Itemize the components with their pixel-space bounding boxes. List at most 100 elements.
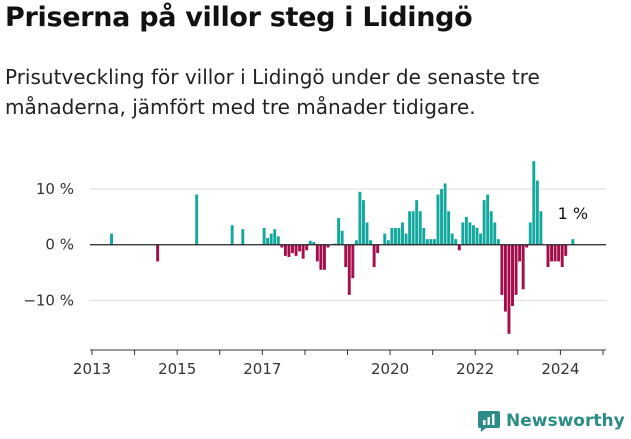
chart-title: Priserna på villor steg i Lidingö xyxy=(5,2,473,33)
bar xyxy=(386,240,390,245)
bar xyxy=(376,244,380,254)
bar xyxy=(411,211,415,245)
bar xyxy=(266,238,270,245)
bar xyxy=(553,244,557,262)
bar xyxy=(535,180,539,245)
bar xyxy=(230,225,234,245)
bar xyxy=(525,244,529,248)
bar xyxy=(269,233,273,245)
bar xyxy=(383,233,387,245)
bar xyxy=(408,211,412,245)
grid-lines xyxy=(90,188,606,301)
bar xyxy=(571,239,575,245)
bar xyxy=(312,241,316,245)
bar xyxy=(447,211,451,245)
bar xyxy=(457,244,461,251)
y-tick-label: 0 % xyxy=(45,236,74,254)
bar xyxy=(262,228,266,245)
bar xyxy=(432,239,436,245)
bar xyxy=(280,244,284,248)
bar xyxy=(241,229,245,245)
bar xyxy=(518,244,522,262)
bar xyxy=(500,244,504,295)
bar xyxy=(443,183,447,245)
bar xyxy=(493,222,497,245)
x-tick-label: 2024 xyxy=(541,360,579,378)
bar xyxy=(532,161,536,245)
bar xyxy=(326,244,330,248)
bar xyxy=(283,244,287,256)
x-tick-label: 2017 xyxy=(243,360,281,378)
bar xyxy=(496,239,500,245)
bar xyxy=(397,228,401,245)
bar xyxy=(298,244,302,252)
bar xyxy=(319,244,323,270)
bar xyxy=(489,211,493,245)
annotations: 1 % xyxy=(558,204,588,223)
bar xyxy=(415,200,419,245)
newsworthy-logo: Newsworthy xyxy=(477,409,625,433)
bars xyxy=(110,161,575,334)
bar xyxy=(468,222,472,245)
bar xyxy=(550,244,554,262)
bar xyxy=(511,244,514,306)
bar xyxy=(273,229,277,245)
bar xyxy=(340,230,344,245)
bar xyxy=(337,217,341,245)
bar xyxy=(546,244,550,267)
bar xyxy=(351,244,355,279)
x-tick-label: 2022 xyxy=(456,360,494,378)
bar xyxy=(110,233,113,245)
bar xyxy=(347,244,351,295)
bar xyxy=(365,222,369,245)
bar xyxy=(301,244,305,259)
bar xyxy=(514,244,518,295)
bar xyxy=(479,233,483,245)
bar xyxy=(195,194,199,245)
bar xyxy=(507,244,511,334)
bar xyxy=(472,225,475,245)
bar xyxy=(461,222,465,245)
bar xyxy=(354,240,358,245)
newsworthy-logo-icon xyxy=(478,411,500,432)
bar xyxy=(429,239,433,245)
x-tick-label: 2015 xyxy=(158,360,196,378)
bar xyxy=(287,244,291,257)
last-value-label: 1 % xyxy=(558,204,588,223)
x-tick-label: 2020 xyxy=(371,360,409,378)
bar xyxy=(560,244,564,267)
bar xyxy=(425,239,429,245)
bar xyxy=(521,244,525,290)
bar xyxy=(482,200,486,245)
bar xyxy=(418,211,422,245)
bar xyxy=(475,228,479,245)
x-tick-label: 2013 xyxy=(73,360,111,378)
bar xyxy=(291,244,294,254)
bar xyxy=(450,233,454,245)
y-axis: 10 % 0 % −10 % xyxy=(23,180,74,309)
bar xyxy=(372,244,376,267)
brand-name: Newsworthy xyxy=(506,411,625,431)
bar xyxy=(436,194,440,245)
bar xyxy=(156,244,160,262)
chart-subtitle: Prisutveckling för villor i Lidingö unde… xyxy=(5,65,540,119)
bar xyxy=(564,244,568,256)
bar xyxy=(393,228,397,245)
bar xyxy=(358,191,362,245)
x-axis: 2013 2015 2017 2020 2022 2024 xyxy=(73,349,606,378)
bar xyxy=(401,222,404,245)
bar xyxy=(404,233,408,245)
bar xyxy=(539,211,543,245)
bar xyxy=(503,244,507,312)
bar xyxy=(454,239,458,245)
bar xyxy=(322,244,326,270)
bar xyxy=(308,240,312,245)
bar xyxy=(276,236,280,245)
y-tick-label: 10 % xyxy=(36,180,74,198)
bar xyxy=(369,240,373,245)
bar xyxy=(294,244,298,256)
bar xyxy=(390,228,394,245)
y-tick-label: −10 % xyxy=(23,291,74,309)
bar xyxy=(315,244,319,262)
